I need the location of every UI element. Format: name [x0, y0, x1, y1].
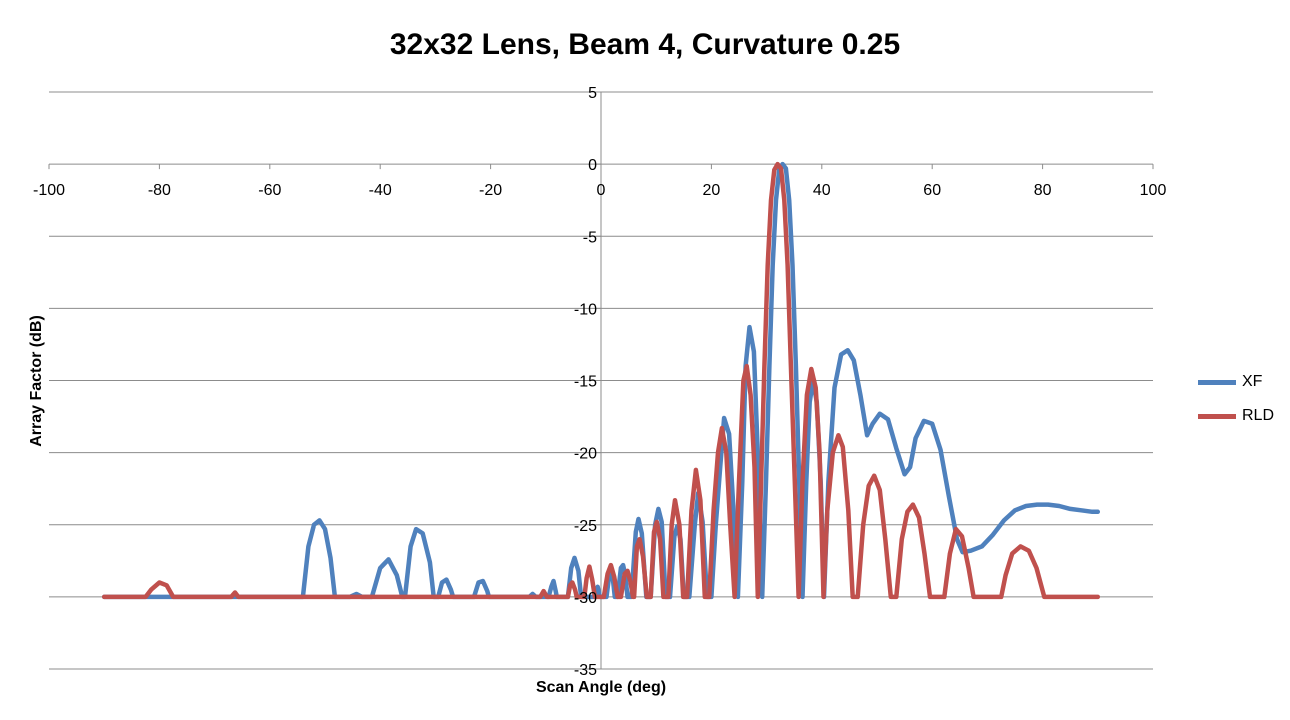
x-tick-label: 20	[703, 182, 721, 199]
y-tick-label: -25	[574, 518, 597, 535]
legend: XF RLD	[1198, 365, 1274, 433]
legend-item-rld: RLD	[1198, 399, 1274, 433]
legend-label-xf: XF	[1242, 373, 1263, 390]
legend-swatch-xf	[1198, 379, 1236, 385]
y-tick-label: -15	[574, 374, 597, 391]
legend-label-rld: RLD	[1242, 407, 1275, 424]
legend-item-xf: XF	[1198, 365, 1274, 399]
x-tick-label: 60	[923, 182, 941, 199]
y-tick-label: 5	[588, 85, 597, 102]
tick-labels: 5 0 -5 -10 -15 -20 -25 -30 -35 -100 -80 -60 -40 -20 0 2…	[33, 85, 1166, 679]
x-tick-label: -60	[258, 182, 281, 199]
axes	[48, 91, 1154, 670]
x-tick-label: 80	[1034, 182, 1052, 199]
x-tick-label: -40	[369, 182, 392, 199]
y-tick-label: -30	[574, 590, 597, 607]
y-axis-title: Array Factor (dB)	[28, 315, 45, 447]
series-lines	[101, 161, 1101, 600]
y-tick-label: -10	[574, 301, 597, 318]
chart-title: 32x32 Lens, Beam 4, Curvature 0.25	[389, 28, 901, 61]
x-tick-label: 0	[597, 182, 606, 199]
y-tick-label: -5	[583, 229, 597, 246]
x-axis-title: Scan Angle (deg)	[536, 679, 666, 696]
y-tick-label: -20	[574, 446, 597, 463]
x-tick-label: 100	[1140, 182, 1167, 199]
y-tick-label: -35	[574, 662, 597, 679]
x-tick-label: -20	[479, 182, 502, 199]
x-tick-label: -100	[33, 182, 65, 199]
x-tick-label: 40	[813, 182, 831, 199]
x-tick-label: -80	[148, 182, 171, 199]
y-tick-label: 0	[588, 157, 597, 174]
legend-swatch-rld	[1198, 413, 1236, 419]
series-line-rld	[101, 161, 1101, 600]
